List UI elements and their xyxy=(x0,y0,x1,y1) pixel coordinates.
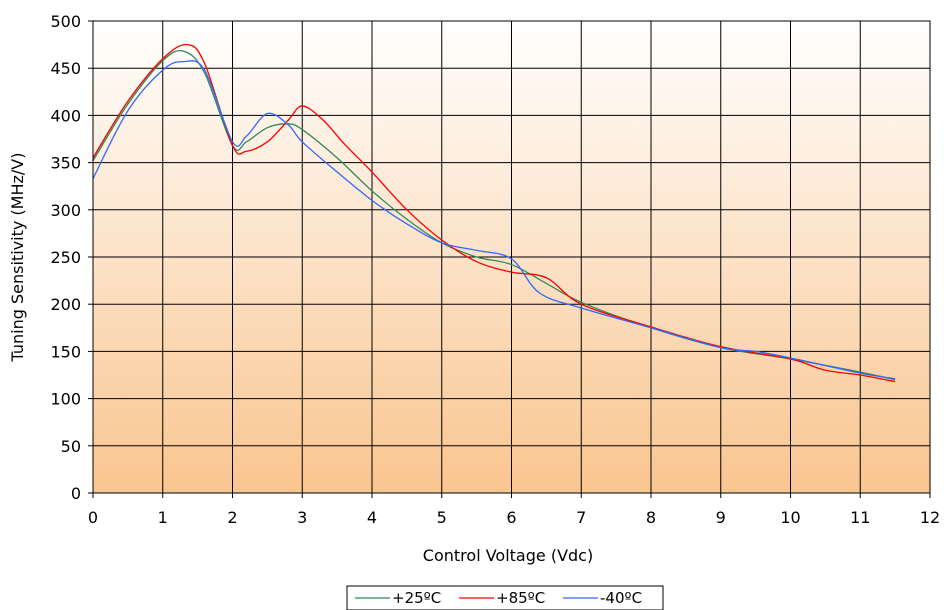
x-tick-label: 1 xyxy=(158,508,168,527)
x-axis-label: Control Voltage (Vdc) xyxy=(423,546,593,565)
y-tick-label: 200 xyxy=(50,295,81,314)
y-tick-label: 300 xyxy=(50,201,81,220)
y-tick-label: 50 xyxy=(61,437,81,456)
legend: +25ºC +85ºC -40ºC xyxy=(346,585,664,610)
x-tick-labels: 0 1 2 3 4 5 6 7 8 9 10 11 12 xyxy=(88,508,940,527)
y-tick-label: 100 xyxy=(50,390,81,409)
x-tick-label: 12 xyxy=(920,508,940,527)
x-tick-label: 4 xyxy=(367,508,377,527)
x-tick-label: 2 xyxy=(227,508,237,527)
x-tick-label: 9 xyxy=(716,508,726,527)
y-tick-label: 400 xyxy=(50,106,81,125)
y-tick-label: 500 xyxy=(50,12,81,31)
series-lines xyxy=(92,43,896,383)
y-tick-label: 450 xyxy=(50,59,81,78)
y-tick-label: 350 xyxy=(50,154,81,173)
y-tick-label: 250 xyxy=(50,248,81,267)
x-tick-label: 5 xyxy=(437,508,447,527)
legend-box xyxy=(346,585,664,610)
x-tick-label: 6 xyxy=(506,508,516,527)
x-tick-label: 0 xyxy=(88,508,98,527)
x-tick-label: 8 xyxy=(646,508,656,527)
plot-frame xyxy=(92,20,931,494)
legend-entry: -40ºC xyxy=(600,589,642,607)
y-tick-labels: 0 50 100 150 200 250 300 350 400 450 500 xyxy=(50,12,81,503)
series-line-2 xyxy=(92,60,896,380)
x-tick-label: 7 xyxy=(576,508,586,527)
legend-entry: +85ºC xyxy=(496,589,545,607)
y-tick-label: 0 xyxy=(71,484,81,503)
y-tick-label: 150 xyxy=(50,342,81,361)
y-axis-label: Tuning Sensitivity (MHz/V) xyxy=(8,153,27,363)
legend-entry: +25ºC xyxy=(392,589,441,607)
x-tick-label: 11 xyxy=(850,508,870,527)
x-tick-label: 10 xyxy=(780,508,800,527)
x-tick-label: 3 xyxy=(297,508,307,527)
series-line-1 xyxy=(92,43,896,383)
